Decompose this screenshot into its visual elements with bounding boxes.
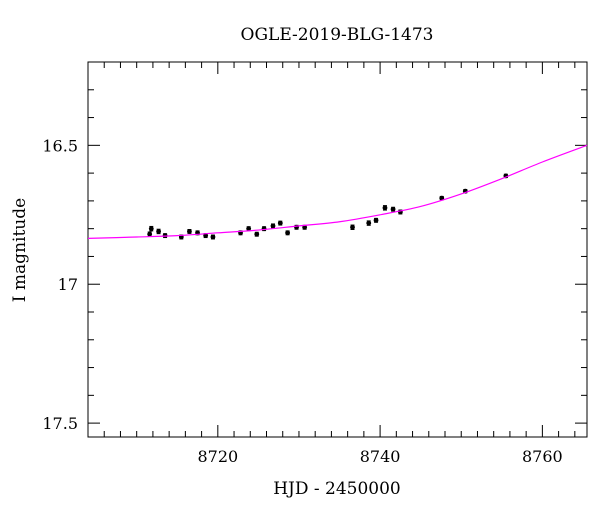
data-point [277, 220, 283, 226]
plot-area: 8720 8740 8760 16.5 17 17.5 [42, 61, 588, 466]
data-point [210, 234, 216, 240]
data-point [285, 230, 290, 236]
x-axis-label: HJD - 2450000 [273, 479, 401, 499]
data-point [439, 195, 445, 201]
y-tick-label: 16.5 [42, 136, 78, 155]
data-point [148, 226, 154, 232]
model-curve [87, 144, 588, 239]
data-point [156, 229, 161, 234]
data-point [203, 233, 209, 239]
data-point [382, 205, 388, 211]
data-point [254, 231, 260, 237]
data-point [350, 224, 355, 230]
data-point [187, 229, 192, 234]
data-point [366, 220, 372, 226]
x-tick-label: 8740 [360, 447, 401, 466]
data-point [373, 217, 379, 223]
plot-frame [87, 61, 588, 438]
data-point [147, 231, 153, 237]
data-point [270, 223, 276, 229]
y-axis-label: I magnitude [10, 198, 30, 302]
data-point [261, 226, 267, 232]
x-tick-label: 8760 [522, 447, 563, 466]
data-point [302, 224, 308, 230]
y-tick-label: 17 [58, 275, 78, 294]
data-point [390, 206, 396, 212]
chart-title: OGLE-2019-BLG-1473 [241, 25, 434, 45]
data-point [246, 226, 252, 232]
x-tick-label: 8720 [197, 447, 238, 466]
y-tick-label: 17.5 [42, 414, 78, 433]
